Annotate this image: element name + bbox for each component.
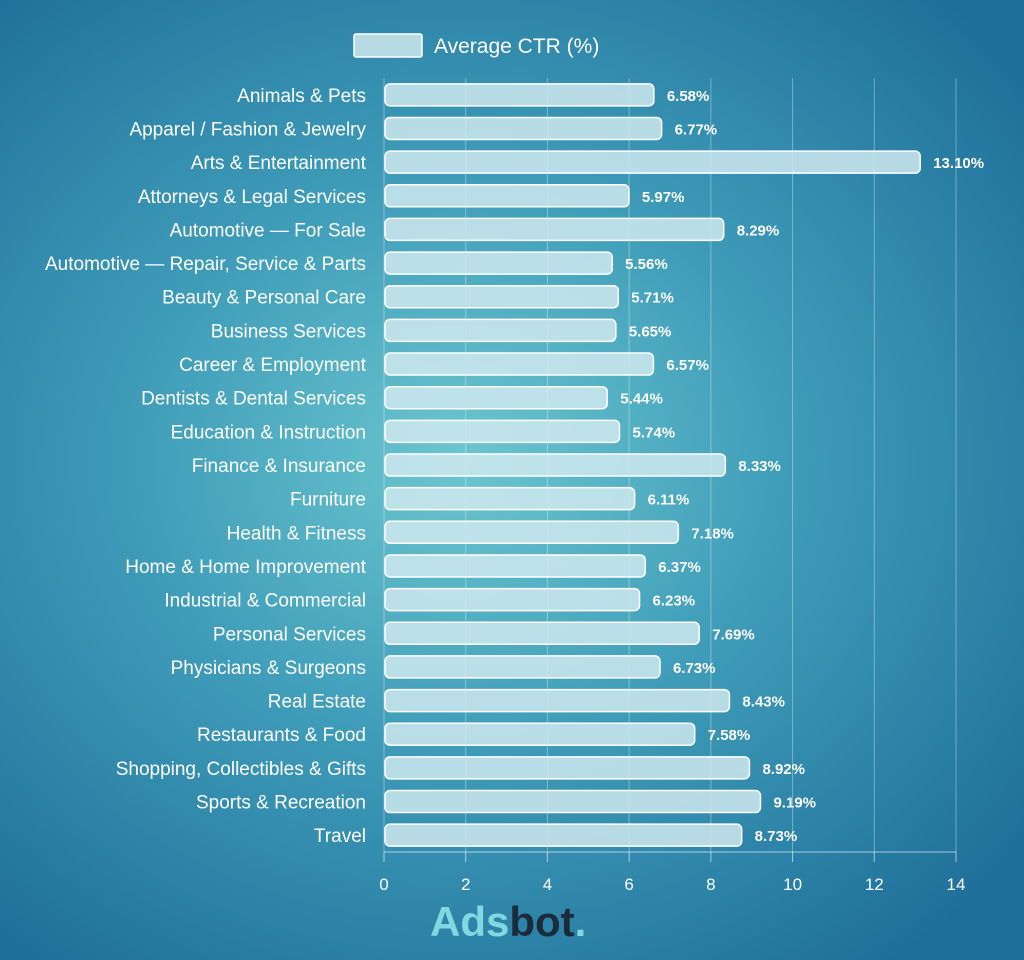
x-tick-label: 6 bbox=[624, 875, 633, 894]
category-label: Shopping, Collectibles & Gifts bbox=[116, 759, 366, 780]
x-tick-label: 14 bbox=[947, 875, 966, 894]
data-label: 5.65% bbox=[629, 323, 672, 340]
data-label: 8.33% bbox=[738, 458, 781, 475]
bar bbox=[384, 587, 641, 612]
category-label: Education & Instruction bbox=[171, 422, 366, 443]
data-label: 13.10% bbox=[933, 155, 984, 172]
logo-bot: bot bbox=[509, 898, 574, 945]
data-label: 8.92% bbox=[762, 761, 805, 778]
bar bbox=[384, 251, 613, 275]
bars bbox=[384, 83, 921, 847]
category-label: Physicians & Surgeons bbox=[171, 658, 366, 679]
x-tick-label: 10 bbox=[783, 875, 802, 894]
bar bbox=[384, 655, 661, 679]
bar bbox=[384, 116, 663, 141]
bar bbox=[384, 554, 647, 578]
category-label: Attorneys & Legal Services bbox=[138, 187, 366, 208]
bar bbox=[384, 486, 636, 511]
category-label: Furniture bbox=[290, 490, 366, 511]
category-label: Sports & Recreation bbox=[196, 793, 366, 814]
data-label: 6.77% bbox=[675, 121, 718, 138]
category-label: Restaurants & Food bbox=[197, 725, 366, 746]
data-label: 8.73% bbox=[755, 828, 798, 845]
data-label: 8.43% bbox=[742, 694, 785, 711]
data-label: 5.71% bbox=[631, 290, 674, 307]
data-label: 5.74% bbox=[633, 424, 676, 441]
x-tick-label: 0 bbox=[379, 875, 388, 894]
category-label: Personal Services bbox=[213, 624, 366, 645]
category-label: Finance & Insurance bbox=[192, 456, 366, 477]
category-label: Dentists & Dental Services bbox=[141, 389, 366, 410]
legend-swatch bbox=[353, 33, 423, 58]
x-tick-label: 12 bbox=[865, 875, 884, 894]
bar bbox=[384, 823, 743, 847]
legend-label: Average CTR (%) bbox=[434, 35, 599, 58]
bar bbox=[384, 419, 621, 444]
bar bbox=[384, 520, 680, 545]
category-label: Automotive — For Sale bbox=[170, 220, 366, 241]
category-label: Animals & Pets bbox=[237, 86, 366, 107]
bar bbox=[384, 789, 762, 814]
bar bbox=[384, 385, 609, 410]
data-label: 8.29% bbox=[737, 222, 780, 239]
data-label: 7.58% bbox=[708, 727, 751, 744]
category-label: Automotive — Repair, Service & Parts bbox=[45, 254, 366, 275]
data-label: 9.19% bbox=[773, 795, 816, 812]
category-label: Apparel / Fashion & Jewelry bbox=[129, 119, 366, 140]
category-label: Industrial & Commercial bbox=[164, 591, 366, 612]
data-label: 6.37% bbox=[658, 559, 701, 576]
bar bbox=[384, 83, 655, 107]
category-label: Real Estate bbox=[268, 692, 366, 713]
bar bbox=[384, 722, 696, 746]
data-label: 7.69% bbox=[712, 626, 755, 643]
category-label: Home & Home Improvement bbox=[125, 557, 366, 578]
x-tick-label: 8 bbox=[706, 875, 715, 894]
bar bbox=[384, 756, 751, 780]
category-label: Health & Fitness bbox=[227, 523, 366, 544]
x-tick-label: 4 bbox=[543, 875, 552, 894]
data-label: 5.56% bbox=[625, 256, 668, 273]
data-label: 6.23% bbox=[653, 593, 696, 610]
legend: Average CTR (%) bbox=[353, 33, 599, 58]
category-label: Travel bbox=[314, 826, 366, 847]
data-label: 5.44% bbox=[620, 391, 663, 408]
category-label: Beauty & Personal Care bbox=[162, 288, 366, 309]
adsbot-logo: Adsbot. bbox=[430, 898, 586, 945]
data-label: 7.18% bbox=[691, 525, 734, 542]
category-label: Career & Employment bbox=[179, 355, 367, 376]
data-label: 6.58% bbox=[667, 88, 710, 105]
logo-text: Adsbot. bbox=[430, 898, 586, 945]
bar bbox=[384, 150, 921, 174]
logo-ads: Ads bbox=[430, 898, 509, 945]
bar bbox=[384, 621, 700, 646]
data-label: 6.73% bbox=[673, 660, 716, 677]
bar bbox=[384, 453, 727, 477]
bar bbox=[384, 352, 655, 376]
data-label: 5.97% bbox=[642, 189, 685, 206]
bar bbox=[384, 284, 620, 309]
category-label: Arts & Entertainment bbox=[191, 153, 367, 174]
bar bbox=[384, 318, 617, 343]
logo-dot: . bbox=[575, 898, 587, 945]
data-label: 6.57% bbox=[666, 357, 709, 374]
bar bbox=[384, 217, 725, 242]
category-label: Business Services bbox=[211, 321, 366, 342]
bar bbox=[384, 688, 731, 713]
labels: 0 2 4 6 8 10 12 14 Animals & Pets 6.58% Apparel / … bbox=[45, 86, 984, 894]
x-tick-label: 2 bbox=[461, 875, 470, 894]
bar bbox=[384, 184, 630, 208]
data-label: 6.11% bbox=[648, 492, 690, 509]
